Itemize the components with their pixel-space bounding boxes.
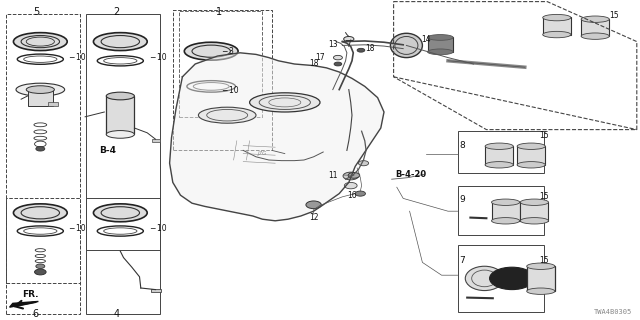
Ellipse shape bbox=[581, 33, 609, 39]
Text: 8: 8 bbox=[460, 141, 465, 150]
Bar bbox=[581, 19, 609, 36]
Ellipse shape bbox=[13, 204, 67, 222]
Ellipse shape bbox=[106, 92, 134, 100]
Bar bbox=[106, 96, 134, 134]
Ellipse shape bbox=[520, 218, 548, 224]
Bar bbox=[458, 245, 544, 312]
Bar bbox=[152, 139, 160, 142]
Text: 15: 15 bbox=[540, 256, 549, 265]
Text: 15: 15 bbox=[609, 11, 620, 20]
Bar bbox=[520, 202, 548, 221]
Ellipse shape bbox=[517, 143, 545, 149]
Ellipse shape bbox=[485, 162, 513, 168]
Ellipse shape bbox=[390, 33, 422, 58]
Text: 14: 14 bbox=[421, 35, 431, 44]
Circle shape bbox=[333, 55, 342, 60]
Text: ─ 10: ─ 10 bbox=[69, 224, 86, 233]
Circle shape bbox=[334, 62, 342, 66]
Text: 4: 4 bbox=[113, 309, 120, 319]
Ellipse shape bbox=[26, 86, 54, 93]
Ellipse shape bbox=[517, 162, 545, 168]
Bar bbox=[6, 198, 80, 314]
Ellipse shape bbox=[543, 14, 571, 21]
Text: FR.: FR. bbox=[22, 290, 39, 299]
Text: 7: 7 bbox=[460, 256, 465, 265]
Bar bbox=[527, 266, 555, 291]
Ellipse shape bbox=[520, 199, 548, 205]
Text: 1: 1 bbox=[216, 7, 222, 17]
Circle shape bbox=[357, 48, 365, 52]
Text: ─ 10: ─ 10 bbox=[69, 53, 86, 62]
Circle shape bbox=[36, 147, 45, 151]
Ellipse shape bbox=[13, 33, 67, 51]
Bar bbox=[6, 14, 80, 283]
Circle shape bbox=[36, 264, 45, 268]
Bar bbox=[517, 146, 545, 165]
Circle shape bbox=[358, 161, 369, 166]
Ellipse shape bbox=[465, 266, 504, 291]
Text: 18: 18 bbox=[365, 44, 374, 53]
Bar bbox=[485, 146, 513, 165]
Bar bbox=[48, 102, 58, 106]
Bar bbox=[543, 17, 571, 35]
Bar bbox=[458, 186, 544, 235]
Text: 6: 6 bbox=[33, 309, 39, 319]
Text: 15: 15 bbox=[540, 131, 549, 140]
Text: ─ 3: ─ 3 bbox=[222, 47, 234, 56]
Bar bbox=[86, 198, 160, 314]
Bar bbox=[86, 14, 160, 250]
Ellipse shape bbox=[428, 35, 453, 40]
Ellipse shape bbox=[581, 16, 609, 22]
Ellipse shape bbox=[527, 263, 555, 269]
Bar bbox=[179, 11, 262, 117]
Circle shape bbox=[344, 182, 357, 189]
Text: 15: 15 bbox=[540, 192, 549, 201]
Circle shape bbox=[490, 267, 534, 290]
Polygon shape bbox=[10, 301, 38, 307]
Text: 18: 18 bbox=[309, 60, 319, 68]
Bar bbox=[151, 289, 161, 292]
Bar bbox=[492, 202, 520, 221]
Circle shape bbox=[348, 172, 360, 178]
Bar bbox=[173, 10, 272, 150]
Polygon shape bbox=[170, 53, 384, 221]
Ellipse shape bbox=[93, 204, 147, 222]
Ellipse shape bbox=[250, 93, 320, 112]
Text: 2: 2 bbox=[113, 7, 120, 17]
Ellipse shape bbox=[106, 131, 134, 138]
Text: 13: 13 bbox=[328, 40, 338, 49]
Circle shape bbox=[344, 36, 354, 42]
Ellipse shape bbox=[485, 143, 513, 149]
Text: 17: 17 bbox=[316, 53, 325, 62]
Text: B-4-20: B-4-20 bbox=[396, 170, 427, 179]
Text: ─ 10: ─ 10 bbox=[222, 86, 239, 95]
Text: 12: 12 bbox=[309, 213, 318, 222]
Circle shape bbox=[306, 201, 321, 209]
Text: 11: 11 bbox=[328, 171, 337, 180]
Text: TWA4B0305: TWA4B0305 bbox=[594, 309, 632, 315]
Ellipse shape bbox=[492, 199, 520, 205]
Text: J7G: J7G bbox=[258, 151, 267, 156]
Ellipse shape bbox=[16, 83, 65, 96]
Circle shape bbox=[35, 269, 46, 275]
Ellipse shape bbox=[492, 218, 520, 224]
Ellipse shape bbox=[543, 31, 571, 38]
Circle shape bbox=[355, 191, 365, 196]
Ellipse shape bbox=[198, 107, 256, 123]
Ellipse shape bbox=[184, 42, 238, 60]
Ellipse shape bbox=[93, 33, 147, 51]
Text: 5: 5 bbox=[33, 7, 39, 17]
Text: ─ 10: ─ 10 bbox=[150, 53, 166, 62]
Text: ─ 10: ─ 10 bbox=[150, 224, 166, 233]
Bar bbox=[28, 90, 53, 106]
Bar bbox=[458, 131, 544, 173]
Text: B-4: B-4 bbox=[99, 146, 116, 155]
Text: 16: 16 bbox=[347, 191, 356, 200]
Ellipse shape bbox=[428, 49, 453, 55]
Ellipse shape bbox=[527, 288, 555, 294]
Text: 9: 9 bbox=[460, 195, 465, 204]
Bar bbox=[428, 37, 453, 52]
Circle shape bbox=[343, 172, 358, 180]
